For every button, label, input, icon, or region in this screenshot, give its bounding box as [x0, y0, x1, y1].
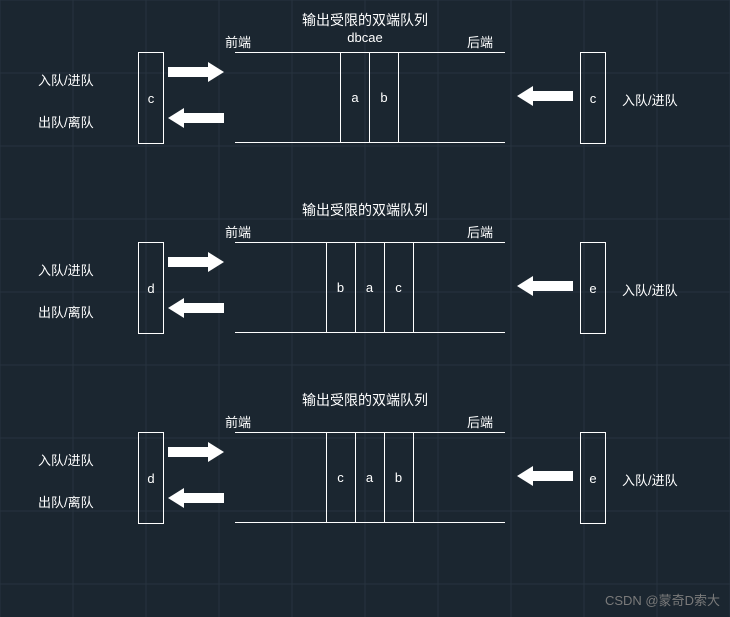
deque-panel: 输出受限的双端队列前端 后端 bac d e 入队/进队出队/离队 入队/进队	[0, 190, 730, 380]
panel-title: 输出受限的双端队列	[0, 10, 730, 30]
arrow-left-icon	[168, 108, 224, 128]
enqueue-right-label: 入队/进队	[622, 90, 678, 109]
arrow-left-icon	[168, 488, 224, 508]
panel-title: 输出受限的双端队列	[0, 200, 730, 220]
front-label: 前端	[225, 222, 251, 241]
arrow-right-icon	[168, 442, 224, 462]
back-label: 后端	[467, 412, 493, 431]
back-label: 后端	[467, 32, 493, 51]
enqueue-right-label: 入队/进队	[622, 470, 678, 489]
left-element-box: c	[138, 52, 164, 144]
queue-cells: ab	[305, 52, 435, 142]
dequeue-left-label: 出队/离队	[38, 112, 94, 131]
example-sequence: dbcae	[0, 30, 730, 45]
arrow-right-icon	[168, 252, 224, 272]
arrow-left-icon	[168, 298, 224, 318]
dequeue-left-label: 出队/离队	[38, 302, 94, 321]
arrow-left-icon	[517, 276, 573, 296]
enqueue-left-label: 入队/进队	[38, 260, 94, 279]
queue-cell: a	[340, 52, 370, 142]
deque-panel: 输出受限的双端队列前端 后端 cab d e 入队/进队出队/离队 入队/进队	[0, 380, 730, 570]
queue-cell: a	[355, 242, 385, 332]
dequeue-left-label: 出队/离队	[38, 492, 94, 511]
right-element-box: e	[580, 432, 606, 524]
queue-cells: bac	[305, 242, 435, 332]
left-element-box: d	[138, 242, 164, 334]
queue-cells: cab	[305, 432, 435, 522]
arrow-left-icon	[517, 86, 573, 106]
deque-panel: 输出受限的双端队列dbcae前端 后端 ab c c 入队/进队出队/离队 入队/进队	[0, 0, 730, 190]
queue-cell: b	[384, 432, 414, 522]
left-element-box: d	[138, 432, 164, 524]
right-element-box: e	[580, 242, 606, 334]
front-label: 前端	[225, 32, 251, 51]
queue-cell: c	[326, 432, 356, 522]
queue-bottom-line	[235, 142, 505, 143]
queue-cell: b	[326, 242, 356, 332]
enqueue-left-label: 入队/进队	[38, 70, 94, 89]
queue-cell: a	[355, 432, 385, 522]
back-label: 后端	[467, 222, 493, 241]
panel-title: 输出受限的双端队列	[0, 390, 730, 410]
front-label: 前端	[225, 412, 251, 431]
arrow-right-icon	[168, 62, 224, 82]
queue-cell: b	[369, 52, 399, 142]
queue-bottom-line	[235, 332, 505, 333]
right-element-box: c	[580, 52, 606, 144]
enqueue-right-label: 入队/进队	[622, 280, 678, 299]
queue-bottom-line	[235, 522, 505, 523]
watermark: CSDN @蒙奇D索大	[605, 590, 720, 609]
queue-cell: c	[384, 242, 414, 332]
arrow-left-icon	[517, 466, 573, 486]
enqueue-left-label: 入队/进队	[38, 450, 94, 469]
